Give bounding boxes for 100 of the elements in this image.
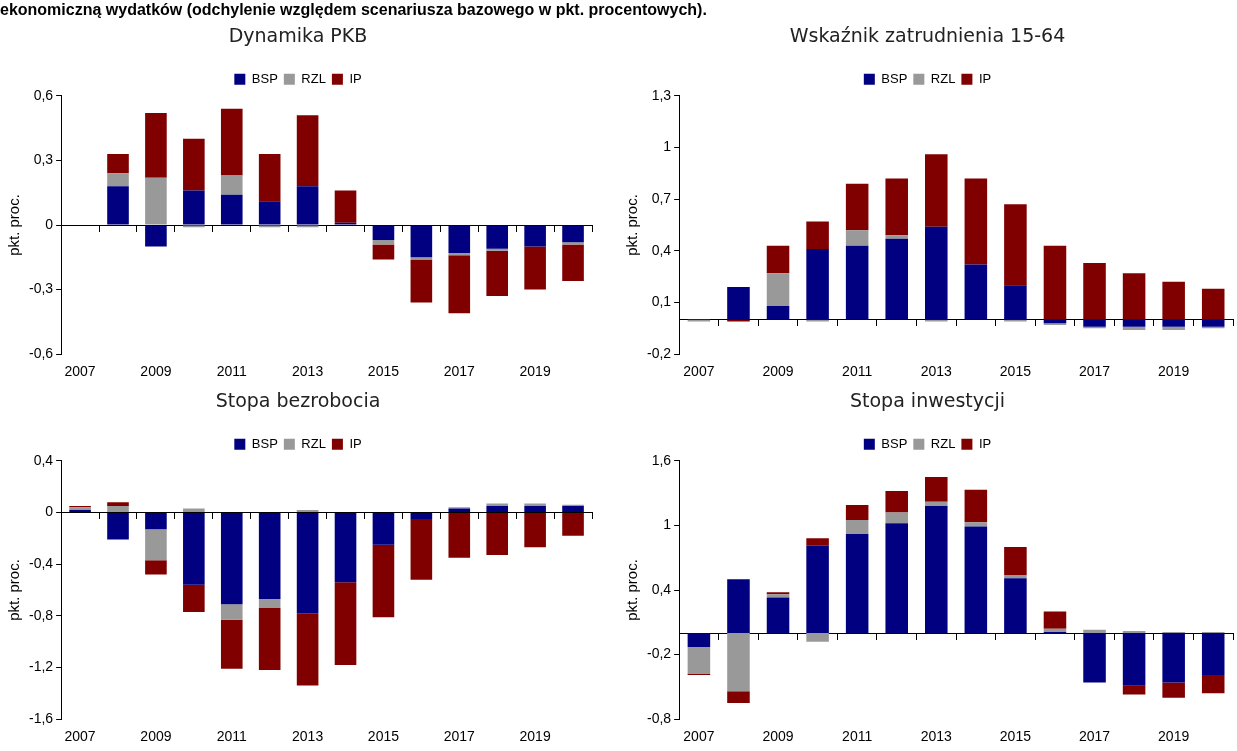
y-tick-label: -1,6 <box>29 710 54 727</box>
legend-label: RZL <box>301 70 326 86</box>
bar <box>410 512 433 519</box>
bar <box>727 287 750 320</box>
bar <box>687 633 711 648</box>
x-tick-label: 2013 <box>292 728 324 745</box>
bar <box>183 190 205 225</box>
bar <box>562 225 584 243</box>
y-tick-label: -0,6 <box>29 345 54 362</box>
bar <box>1162 281 1185 320</box>
bar <box>964 489 988 523</box>
bar <box>372 544 395 618</box>
bar <box>107 153 129 174</box>
bar <box>885 235 908 239</box>
bar <box>524 506 546 512</box>
bar <box>296 186 319 225</box>
bar <box>1162 319 1185 327</box>
bar <box>1004 285 1027 320</box>
bar <box>766 305 790 320</box>
y-tick-label: -0,8 <box>647 710 672 727</box>
x-tick-label: 2007 <box>683 363 715 380</box>
y-axis-title: pkt. proc. <box>623 559 641 621</box>
bar <box>145 225 167 247</box>
bar <box>258 201 281 225</box>
bar <box>258 608 281 671</box>
bar <box>806 249 829 320</box>
x-tick-label: 2009 <box>140 728 172 745</box>
chart-title: Wskaźnik zatrudnienia 15-64 <box>789 24 1066 47</box>
x-tick-label: 2007 <box>64 363 96 380</box>
text: ekonomiczną wydatków (odchylenie względem scenariusza bazowego w pkt. procentowych). <box>0 0 707 20</box>
bar <box>183 512 205 585</box>
bar <box>885 490 908 513</box>
y-tick-label: -1,2 <box>29 658 54 675</box>
bar <box>448 255 471 314</box>
bar <box>145 512 167 530</box>
bar <box>372 225 395 241</box>
bar <box>766 597 790 634</box>
bar <box>562 512 584 536</box>
x-tick-label: 2013 <box>292 363 324 380</box>
x-tick-label: 2015 <box>999 363 1032 380</box>
x-tick-label: 2009 <box>140 363 172 380</box>
y-tick-label: 1,6 <box>651 451 672 468</box>
y-tick-label: -0,4 <box>29 555 54 572</box>
bar <box>448 252 471 256</box>
bar <box>220 175 243 195</box>
bar <box>806 633 829 642</box>
bar <box>806 545 829 634</box>
legend-label: BSP <box>881 70 908 86</box>
bar <box>145 560 167 575</box>
x-tick-label: 2015 <box>367 363 400 380</box>
x-tick-label: 2015 <box>999 728 1032 745</box>
y-tick-label: 0,3 <box>33 151 54 168</box>
bar <box>183 584 205 612</box>
y-tick-label: 0,1 <box>651 293 672 310</box>
y-tick-label: -0,3 <box>29 280 54 297</box>
bar <box>486 506 509 512</box>
x-tick-label: 2017 <box>1078 363 1111 380</box>
bar <box>1083 262 1106 320</box>
bar <box>925 154 948 227</box>
chart-title: Dynamika PKB <box>228 24 368 47</box>
bar <box>486 248 509 251</box>
y-tick-label: 0 <box>45 503 54 520</box>
bar <box>258 512 281 600</box>
bar <box>1122 273 1146 320</box>
bar <box>145 529 167 561</box>
bar <box>766 273 790 306</box>
bar <box>145 113 167 178</box>
bar <box>448 512 471 558</box>
bar <box>766 245 790 274</box>
bar <box>1122 319 1146 327</box>
bar <box>1122 633 1146 686</box>
bar <box>1162 682 1185 698</box>
x-tick-label: 2019 <box>1158 728 1190 745</box>
bar <box>1004 574 1027 579</box>
legend-label: IP <box>978 435 992 451</box>
bar <box>296 115 319 187</box>
y-axis-title: pkt. proc. <box>5 559 23 621</box>
bar <box>524 503 546 507</box>
bar <box>1201 319 1225 327</box>
bar <box>806 221 829 250</box>
chart-title: Stopa bezrobocia <box>215 389 381 412</box>
legend-label: IP <box>978 70 992 86</box>
x-tick-label: 2011 <box>216 363 248 380</box>
bar <box>410 225 433 258</box>
legend-label: IP <box>349 70 362 86</box>
chart-title: Stopa inwestycji <box>849 389 1006 412</box>
x-tick-label: 2009 <box>762 363 794 380</box>
bar <box>334 512 357 583</box>
bar <box>806 538 829 546</box>
bar <box>687 647 711 674</box>
bar <box>727 633 750 692</box>
bar <box>524 246 546 290</box>
bar <box>296 613 319 686</box>
y-tick-label: 0,4 <box>651 241 672 258</box>
bar <box>410 259 433 303</box>
bar <box>1083 633 1106 683</box>
legend-label: IP <box>349 435 362 451</box>
bar <box>562 244 584 281</box>
bar <box>1122 685 1146 695</box>
y-tick-label: 0,4 <box>651 580 672 597</box>
